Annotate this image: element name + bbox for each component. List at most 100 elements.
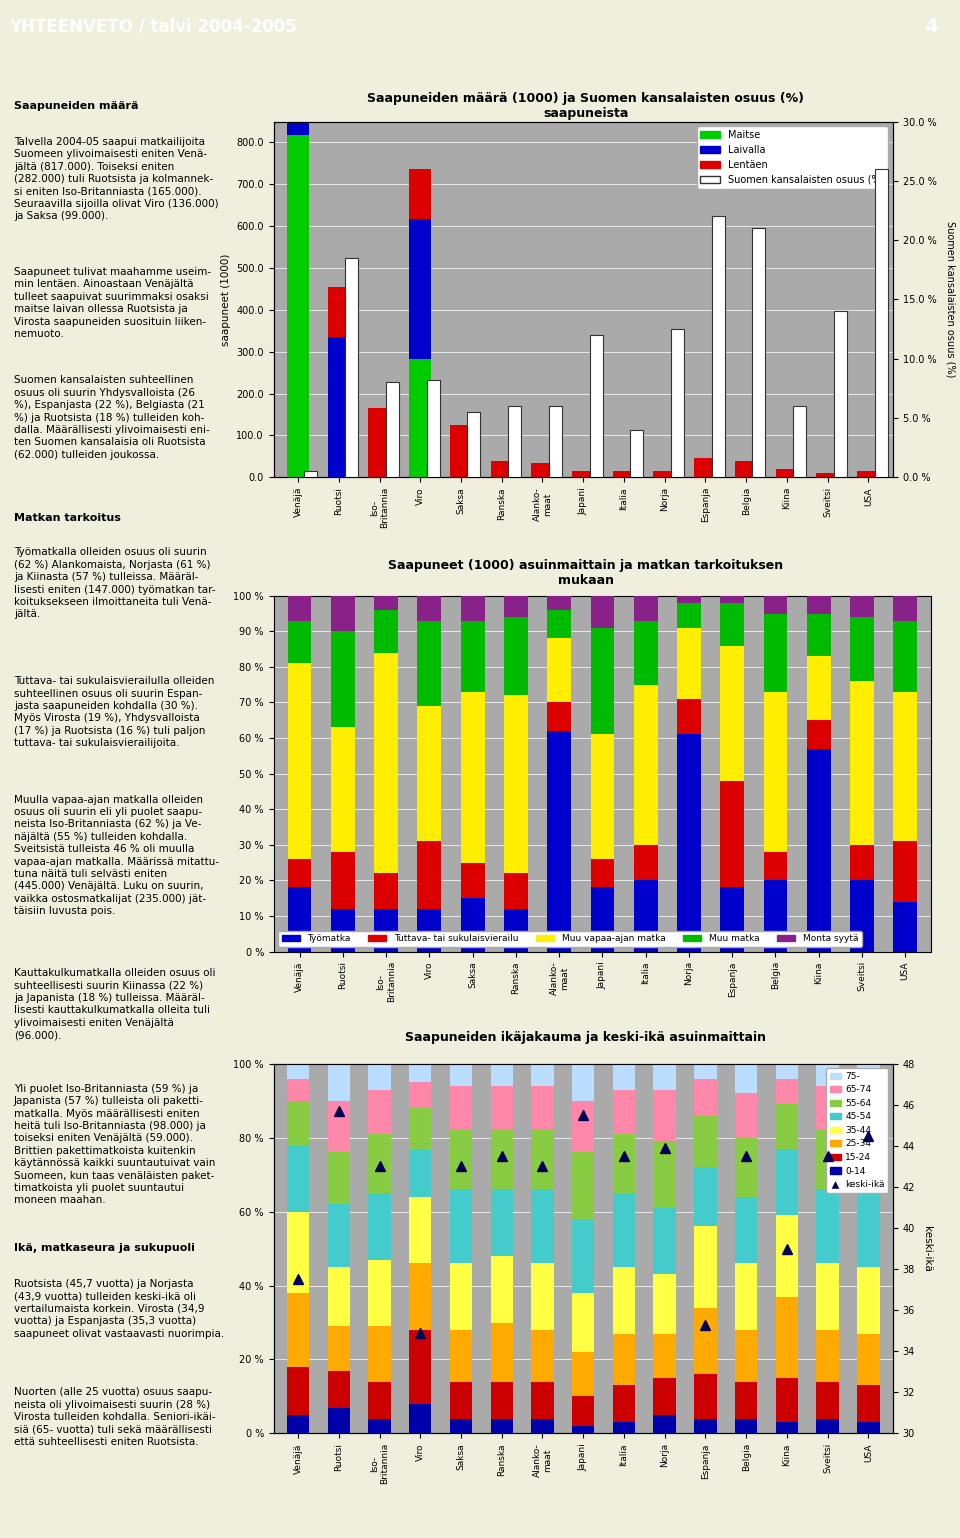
keski-ikä — [415, 1324, 426, 1343]
Bar — [776, 1297, 798, 1378]
Bar — [450, 1330, 472, 1381]
Bar — [894, 841, 917, 901]
Bar — [763, 880, 787, 952]
Legend: Maitse, Laivalla, Lentäen, Suomen kansalaisten osuus (%): Maitse, Laivalla, Lentäen, Suomen kansal… — [697, 126, 888, 189]
Bar — [763, 852, 787, 880]
Bar — [409, 1064, 431, 1083]
Bar — [720, 887, 744, 952]
Bar — [806, 749, 830, 952]
Bar — [491, 1257, 513, 1323]
Bar — [331, 727, 354, 852]
Text: Saapuneet (1000) asuinmaittain ja matkan tarkoituksen
mukaan: Saapuneet (1000) asuinmaittain ja matkan… — [388, 558, 783, 586]
Bar — [857, 1064, 879, 1089]
Bar — [374, 652, 398, 874]
Bar — [694, 1307, 716, 1375]
Bar — [634, 880, 658, 952]
Bar — [327, 1064, 350, 1101]
Bar — [894, 621, 917, 692]
Bar — [327, 288, 350, 337]
Bar — [875, 169, 888, 477]
Bar — [547, 731, 571, 952]
Text: 4: 4 — [924, 17, 938, 35]
Bar — [572, 1220, 594, 1293]
Text: Ikä, matkaseura ja sukupuoli: Ikä, matkaseura ja sukupuoli — [13, 1243, 195, 1253]
Bar — [694, 1226, 716, 1307]
Bar — [572, 1426, 594, 1433]
Bar — [857, 1333, 879, 1386]
Bar — [287, 1367, 309, 1415]
keski-ikä — [537, 1157, 548, 1175]
Bar — [631, 429, 643, 477]
Bar — [735, 1138, 757, 1197]
Bar — [374, 874, 398, 909]
Bar — [504, 909, 528, 952]
Bar — [857, 471, 879, 477]
Bar — [694, 458, 716, 477]
Bar — [851, 617, 874, 681]
keski-ikä — [659, 1138, 670, 1157]
Bar — [287, 1212, 309, 1293]
Bar — [816, 474, 839, 477]
Bar — [547, 595, 571, 611]
Bar — [491, 1086, 513, 1130]
Bar — [572, 1352, 594, 1397]
Bar — [857, 1134, 879, 1193]
Bar — [806, 614, 830, 657]
Bar — [677, 603, 701, 628]
Bar — [612, 1333, 636, 1386]
Bar — [491, 1130, 513, 1189]
Bar — [369, 1260, 391, 1326]
Bar — [531, 1086, 554, 1130]
Bar — [572, 471, 594, 477]
Bar — [418, 621, 442, 706]
Bar — [531, 1130, 554, 1189]
Bar — [694, 1115, 716, 1167]
Bar — [461, 898, 485, 952]
Bar — [288, 621, 311, 663]
Bar — [851, 880, 874, 952]
Bar — [531, 1330, 554, 1381]
Bar — [816, 1189, 839, 1263]
Text: Työmatkalla olleiden osuus oli suurin
(62 %) Alankomaista, Norjasta (61 %)
ja Ki: Työmatkalla olleiden osuus oli suurin (6… — [13, 548, 215, 620]
Bar — [504, 874, 528, 909]
Bar — [327, 1204, 350, 1267]
Bar — [735, 1381, 757, 1418]
Bar — [409, 1109, 431, 1149]
Bar — [776, 1423, 798, 1433]
Bar — [331, 631, 354, 727]
Bar — [491, 1064, 513, 1086]
Bar — [549, 406, 562, 477]
Bar — [763, 692, 787, 852]
Bar — [369, 408, 391, 477]
Bar — [491, 1418, 513, 1433]
Bar — [531, 1381, 554, 1418]
Bar — [720, 781, 744, 887]
Bar — [894, 901, 917, 952]
Bar — [450, 1418, 472, 1433]
Legend: 75-, 65-74, 55-64, 45-54, 35-44, 25-34, 15-24, 0-14, keski-ikä: 75-, 65-74, 55-64, 45-54, 35-44, 25-34, … — [827, 1069, 888, 1192]
Y-axis label: keski-ikä: keski-ikä — [922, 1226, 931, 1272]
Bar — [816, 1064, 839, 1086]
Bar — [816, 1086, 839, 1130]
Bar — [287, 82, 309, 135]
Bar — [634, 621, 658, 684]
Bar — [491, 1381, 513, 1418]
Bar — [369, 1064, 391, 1089]
Text: Saapuneiden ikäjakauma ja keski-ikä asuinmaittain: Saapuneiden ikäjakauma ja keski-ikä asui… — [405, 1030, 766, 1044]
Bar — [369, 1193, 391, 1260]
Bar — [450, 1189, 472, 1263]
Bar — [287, 1415, 309, 1433]
keski-ikä — [455, 1157, 467, 1175]
Bar — [816, 1263, 839, 1330]
Bar — [735, 1064, 757, 1094]
Bar — [531, 1189, 554, 1263]
Bar — [735, 1330, 757, 1381]
Bar — [327, 1101, 350, 1152]
Bar — [327, 1407, 350, 1433]
Bar — [287, 1101, 309, 1146]
Bar — [677, 698, 701, 735]
Bar — [735, 1094, 757, 1138]
Bar — [776, 1064, 798, 1078]
Bar — [418, 595, 442, 621]
Bar — [612, 1193, 636, 1267]
